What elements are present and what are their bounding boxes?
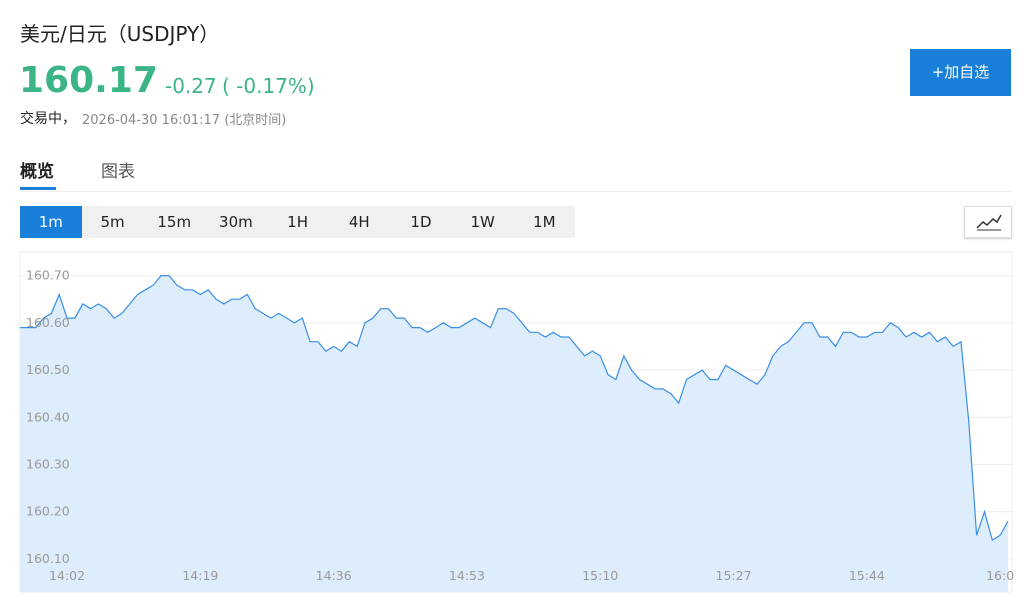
x-tick-label: 14:53: [449, 568, 485, 583]
status: 交易中，: [20, 111, 76, 127]
timeframe-button[interactable]: 1m: [20, 206, 82, 238]
tab[interactable]: 图表: [101, 162, 135, 182]
y-tick-label: 160.50: [26, 362, 70, 377]
add-watchlist-button[interactable]: +加自选: [910, 49, 1011, 96]
x-tick-label: 15:10: [582, 568, 618, 583]
timeframe-button[interactable]: 1W: [470, 213, 495, 231]
chart-style-button[interactable]: [964, 206, 1012, 238]
area: [20, 275, 1008, 592]
y-tick-label: 160.40: [26, 409, 70, 424]
x-tick-label: 16:0: [986, 568, 1014, 583]
change-pct: ( -0.17%): [222, 74, 315, 98]
line: [20, 275, 1009, 542]
divider: [20, 191, 1012, 192]
tab-underline: [20, 187, 56, 190]
tab[interactable]: 概览: [20, 162, 54, 182]
y-tick-label: 160.20: [26, 504, 70, 519]
price: 160.17: [19, 60, 158, 101]
y-tick-label: 160.30: [26, 457, 70, 472]
timeframe-button[interactable]: 4H: [348, 213, 370, 231]
timeframe-bar: 1m 5m 15m 30m 1H 4H 1D 1W 1M: [20, 206, 576, 238]
x-tick-label: 15:27: [716, 568, 752, 583]
timeframe-button[interactable]: 15m: [157, 213, 192, 231]
timeframe-button[interactable]: 1M: [533, 213, 556, 231]
timeframe-button[interactable]: 1H: [287, 213, 308, 231]
icon: [976, 214, 1002, 231]
y-tick-label: 160.60: [26, 315, 70, 330]
y-tick-label: 160.70: [26, 268, 70, 283]
x-tick-label: 14:02: [49, 568, 85, 583]
title: 美元/日元（USDJPY）: [20, 22, 220, 46]
timeframe-button[interactable]: 1D: [410, 213, 432, 231]
x-tick-label: 15:44: [849, 568, 885, 583]
change: -0.27: [165, 74, 217, 98]
x-tick-label: 14:19: [182, 568, 218, 583]
timeframe-button[interactable]: 30m: [219, 213, 253, 231]
timeframe-button[interactable]: 5m: [100, 213, 125, 231]
x-tick-label: 14:36: [316, 568, 352, 583]
timestamp: 2026-04-30 16:01:17 (北京时间): [82, 113, 287, 128]
y-tick-label: 160.10: [26, 551, 70, 566]
